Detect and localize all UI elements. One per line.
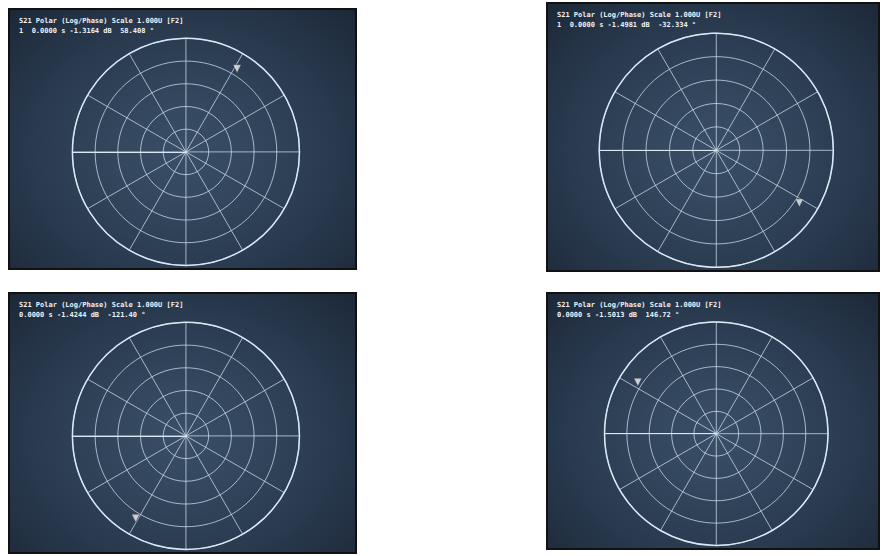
svg-text:1 0.0000 s -1.4981 dB -32.33: 1 0.0000 s -1.4981 dB -32.334 ° bbox=[557, 21, 696, 29]
svg-text:S21 Polar (Log/Phase) Scale 1.: S21 Polar (Log/Phase) Scale 1.000U [F2] bbox=[19, 301, 183, 309]
svg-text:1 0.0000 s -1.3164 dB 58.408: 1 0.0000 s -1.3164 dB 58.408 ° bbox=[19, 27, 154, 35]
svg-text:0.0000 s -1.5013 dB 146.72 °: 0.0000 s -1.5013 dB 146.72 ° bbox=[557, 311, 679, 319]
svg-text:S21 Polar (Log/Phase) Scale 1.: S21 Polar (Log/Phase) Scale 1.000U [F2] bbox=[557, 301, 721, 309]
svg-text:S21 Polar (Log/Phase) Scale 1.: S21 Polar (Log/Phase) Scale 1.000U [F2] bbox=[19, 17, 183, 25]
svg-text:0.0000 s -1.4244 dB -121.40 °: 0.0000 s -1.4244 dB -121.40 ° bbox=[19, 311, 145, 319]
svg-text:S21 Polar (Log/Phase) Scale 1.: S21 Polar (Log/Phase) Scale 1.000U [F2] bbox=[557, 11, 721, 19]
